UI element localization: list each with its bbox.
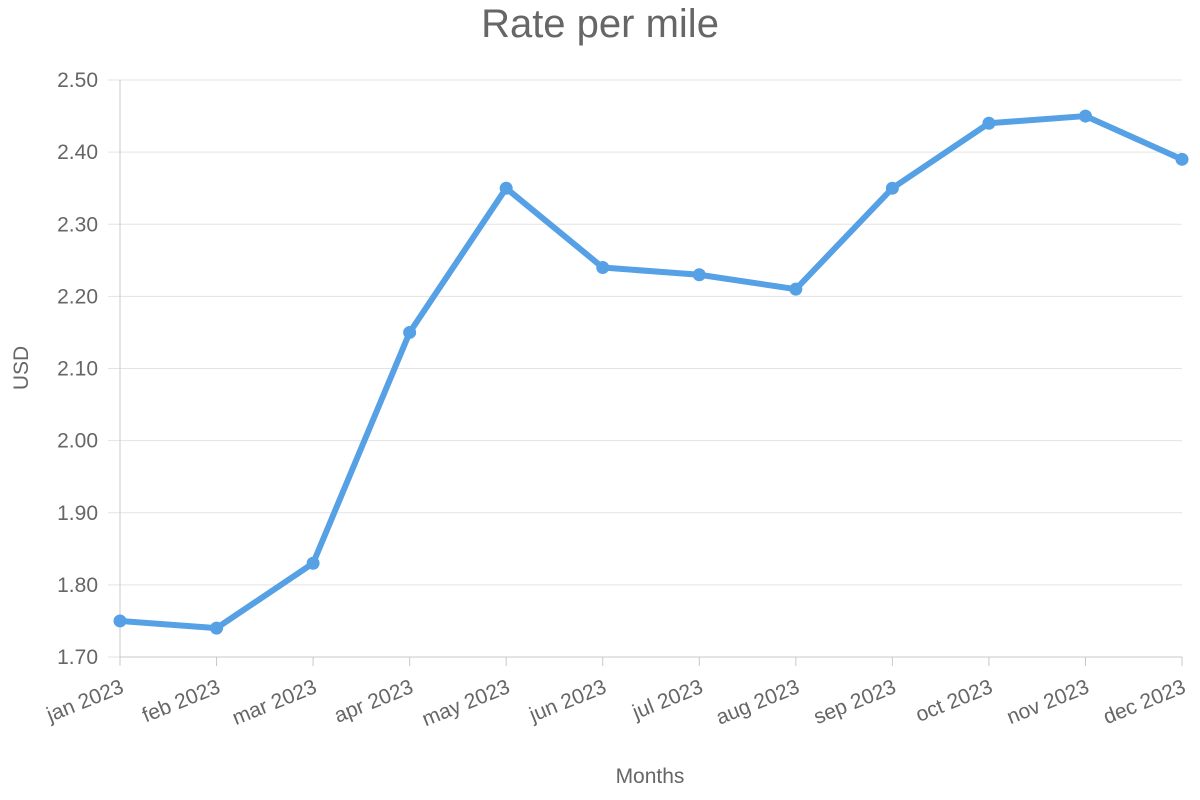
data-point [499, 181, 513, 195]
data-point [403, 325, 417, 339]
y-tick-label: 2.30 [57, 213, 98, 236]
axes [119, 80, 1182, 658]
x-axis-ticks: jan 2023 feb 2023 mar 2023 apr 2023 may 2023… [43, 657, 1189, 731]
data-point [885, 181, 899, 195]
series-group [113, 109, 1189, 635]
x-tick-label: oct 2023 [912, 675, 995, 727]
data-point [692, 268, 706, 282]
data-point [596, 261, 610, 275]
series-line [117, 113, 1185, 632]
x-tick-label: feb 2023 [139, 675, 223, 727]
y-axis-ticks: 1.70 1.80 1.90 2.00 2.10 2.20 2.30 2.40 2.50 [57, 69, 98, 669]
x-tick-label: may 2023 [419, 675, 513, 731]
x-tick-label: jun 2023 [525, 675, 609, 727]
data-point [1078, 109, 1092, 123]
gridlines [108, 79, 1182, 658]
y-tick-label: 1.90 [57, 502, 98, 525]
y-tick-label: 2.50 [57, 69, 98, 92]
x-tick-label: aug 2023 [713, 675, 803, 729]
y-tick-label: 2.00 [57, 430, 98, 453]
data-point [982, 116, 996, 130]
x-tick-label: jan 2023 [43, 675, 127, 727]
data-point [113, 614, 127, 628]
x-tick-label: mar 2023 [229, 675, 320, 730]
y-tick-label: 1.70 [57, 646, 98, 669]
data-point [789, 282, 803, 296]
data-point [306, 556, 320, 570]
data-point [210, 621, 224, 635]
x-tick-label: apr 2023 [331, 675, 416, 727]
x-tick-label: sep 2023 [810, 675, 899, 729]
x-tick-label: jul 2023 [628, 675, 706, 724]
y-tick-label: 1.80 [57, 574, 98, 597]
y-tick-label: 2.20 [57, 285, 98, 308]
x-tick-label: dec 2023 [1100, 675, 1189, 729]
y-axis-title: USD [10, 346, 33, 390]
data-point [1175, 152, 1189, 166]
chart-title: Rate per mile [481, 2, 719, 46]
x-tick-label: nov 2023 [1004, 675, 1093, 729]
y-tick-label: 2.10 [57, 358, 98, 381]
x-axis-title: Months [616, 765, 685, 788]
y-tick-label: 2.40 [57, 141, 98, 164]
